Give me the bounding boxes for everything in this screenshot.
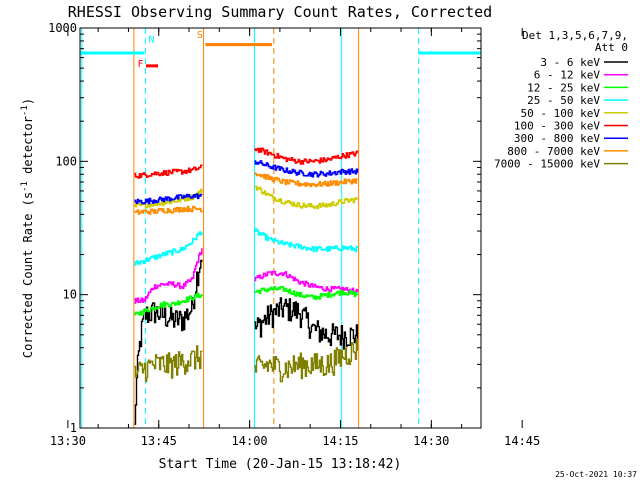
series-7000-15000-kev-interval-2: [254, 338, 359, 383]
series-100-300-kev-interval-1: [134, 164, 203, 179]
axes: 1 10 100 1000 13:30 13:45 14:00 14:15 14:30 14:45: [48, 21, 540, 448]
series-50-100-kev-interval-2: [254, 185, 359, 210]
x-axis-label: Start Time (20-Jan-15 13:18:42): [159, 457, 402, 472]
flag-label-n: N: [148, 34, 154, 45]
flag-label-s: S: [197, 30, 203, 41]
series-800-7000-kev-interval-1: [134, 205, 203, 215]
flag-label-f: F: [138, 59, 144, 70]
flag-lines: N F S: [80, 30, 481, 70]
y-tick-label: 10: [63, 288, 77, 302]
legend-label-800-7000-kev: 800 - 7000 keV: [507, 145, 600, 158]
series-3-6-kev-interval-2: [254, 297, 359, 350]
x-tick-label: 14:45: [504, 434, 540, 448]
legend-header-detectors: Det 1,3,5,6,7,9,: [522, 29, 628, 42]
series-25-50-kev-interval-2: [254, 228, 359, 253]
series-25-50-kev: [134, 228, 359, 266]
legend-label-3-6-kev: 3 - 6 keV: [540, 56, 600, 69]
series-50-100-kev-interval-1: [134, 188, 203, 209]
series-12-25-kev: [134, 286, 359, 316]
legend-label-12-25-kev: 12 - 25 keV: [527, 81, 600, 94]
y-axis-label: Corrected Count Rate (s-1 detector-1): [20, 98, 35, 358]
series-7000-15000-kev: [134, 338, 359, 383]
date-stamp: 25-Oct-2021 10:37: [555, 470, 637, 479]
y-tick-label: 1000: [48, 21, 77, 35]
legend-header-attenuator: Att 0: [595, 41, 628, 54]
series-300-800-kev-interval-2: [254, 160, 359, 178]
x-tick-label: 14:00: [232, 434, 268, 448]
y-tick-label: 100: [55, 154, 77, 168]
series-50-100-kev: [134, 185, 359, 210]
series-6-12-kev: [134, 248, 359, 304]
series-300-800-kev-interval-1: [134, 193, 203, 205]
series-12-25-kev-interval-2: [254, 286, 359, 301]
series-100-300-kev-interval-2: [254, 147, 359, 165]
y-tick-label: 1: [70, 421, 77, 435]
series-800-7000-kev-interval-2: [254, 172, 359, 188]
legend-label-300-800-kev: 300 - 800 keV: [514, 132, 600, 145]
x-tick-label: 13:30: [50, 434, 86, 448]
series-lines: [134, 147, 359, 425]
chart-title: RHESSI Observing Summary Count Rates, Co…: [68, 3, 492, 21]
series-100-300-kev: [134, 147, 359, 179]
legend-label-6-12-kev: 6 - 12 keV: [534, 69, 601, 82]
vertical-markers: [81, 28, 420, 428]
legend-label-7000-15000-kev: 7000 - 15000 keV: [494, 158, 600, 171]
series-300-800-kev: [134, 160, 359, 205]
x-tick-label: 14:15: [322, 434, 358, 448]
series-6-12-kev-interval-2: [254, 270, 359, 295]
series-25-50-kev-interval-1: [134, 231, 203, 266]
series-12-25-kev-interval-1: [134, 292, 203, 316]
legend-label-100-300-kev: 100 - 300 keV: [514, 120, 600, 133]
series-7000-15000-kev-interval-1: [134, 345, 203, 383]
y-axis-label-text: Corrected Count Rate (s-1 detector-1): [20, 98, 35, 358]
legend-label-25-50-kev: 25 - 50 keV: [527, 94, 600, 107]
legend-label-50-100-kev: 50 - 100 keV: [521, 107, 601, 120]
series-800-7000-kev: [134, 172, 359, 215]
series-6-12-kev-interval-1: [134, 248, 203, 304]
plot-frame: [79, 27, 482, 429]
series-3-6-kev: [134, 259, 359, 425]
x-tick-label: 13:45: [141, 434, 177, 448]
x-tick-label: 14:30: [413, 434, 449, 448]
series-3-6-kev-interval-1: [134, 259, 203, 425]
